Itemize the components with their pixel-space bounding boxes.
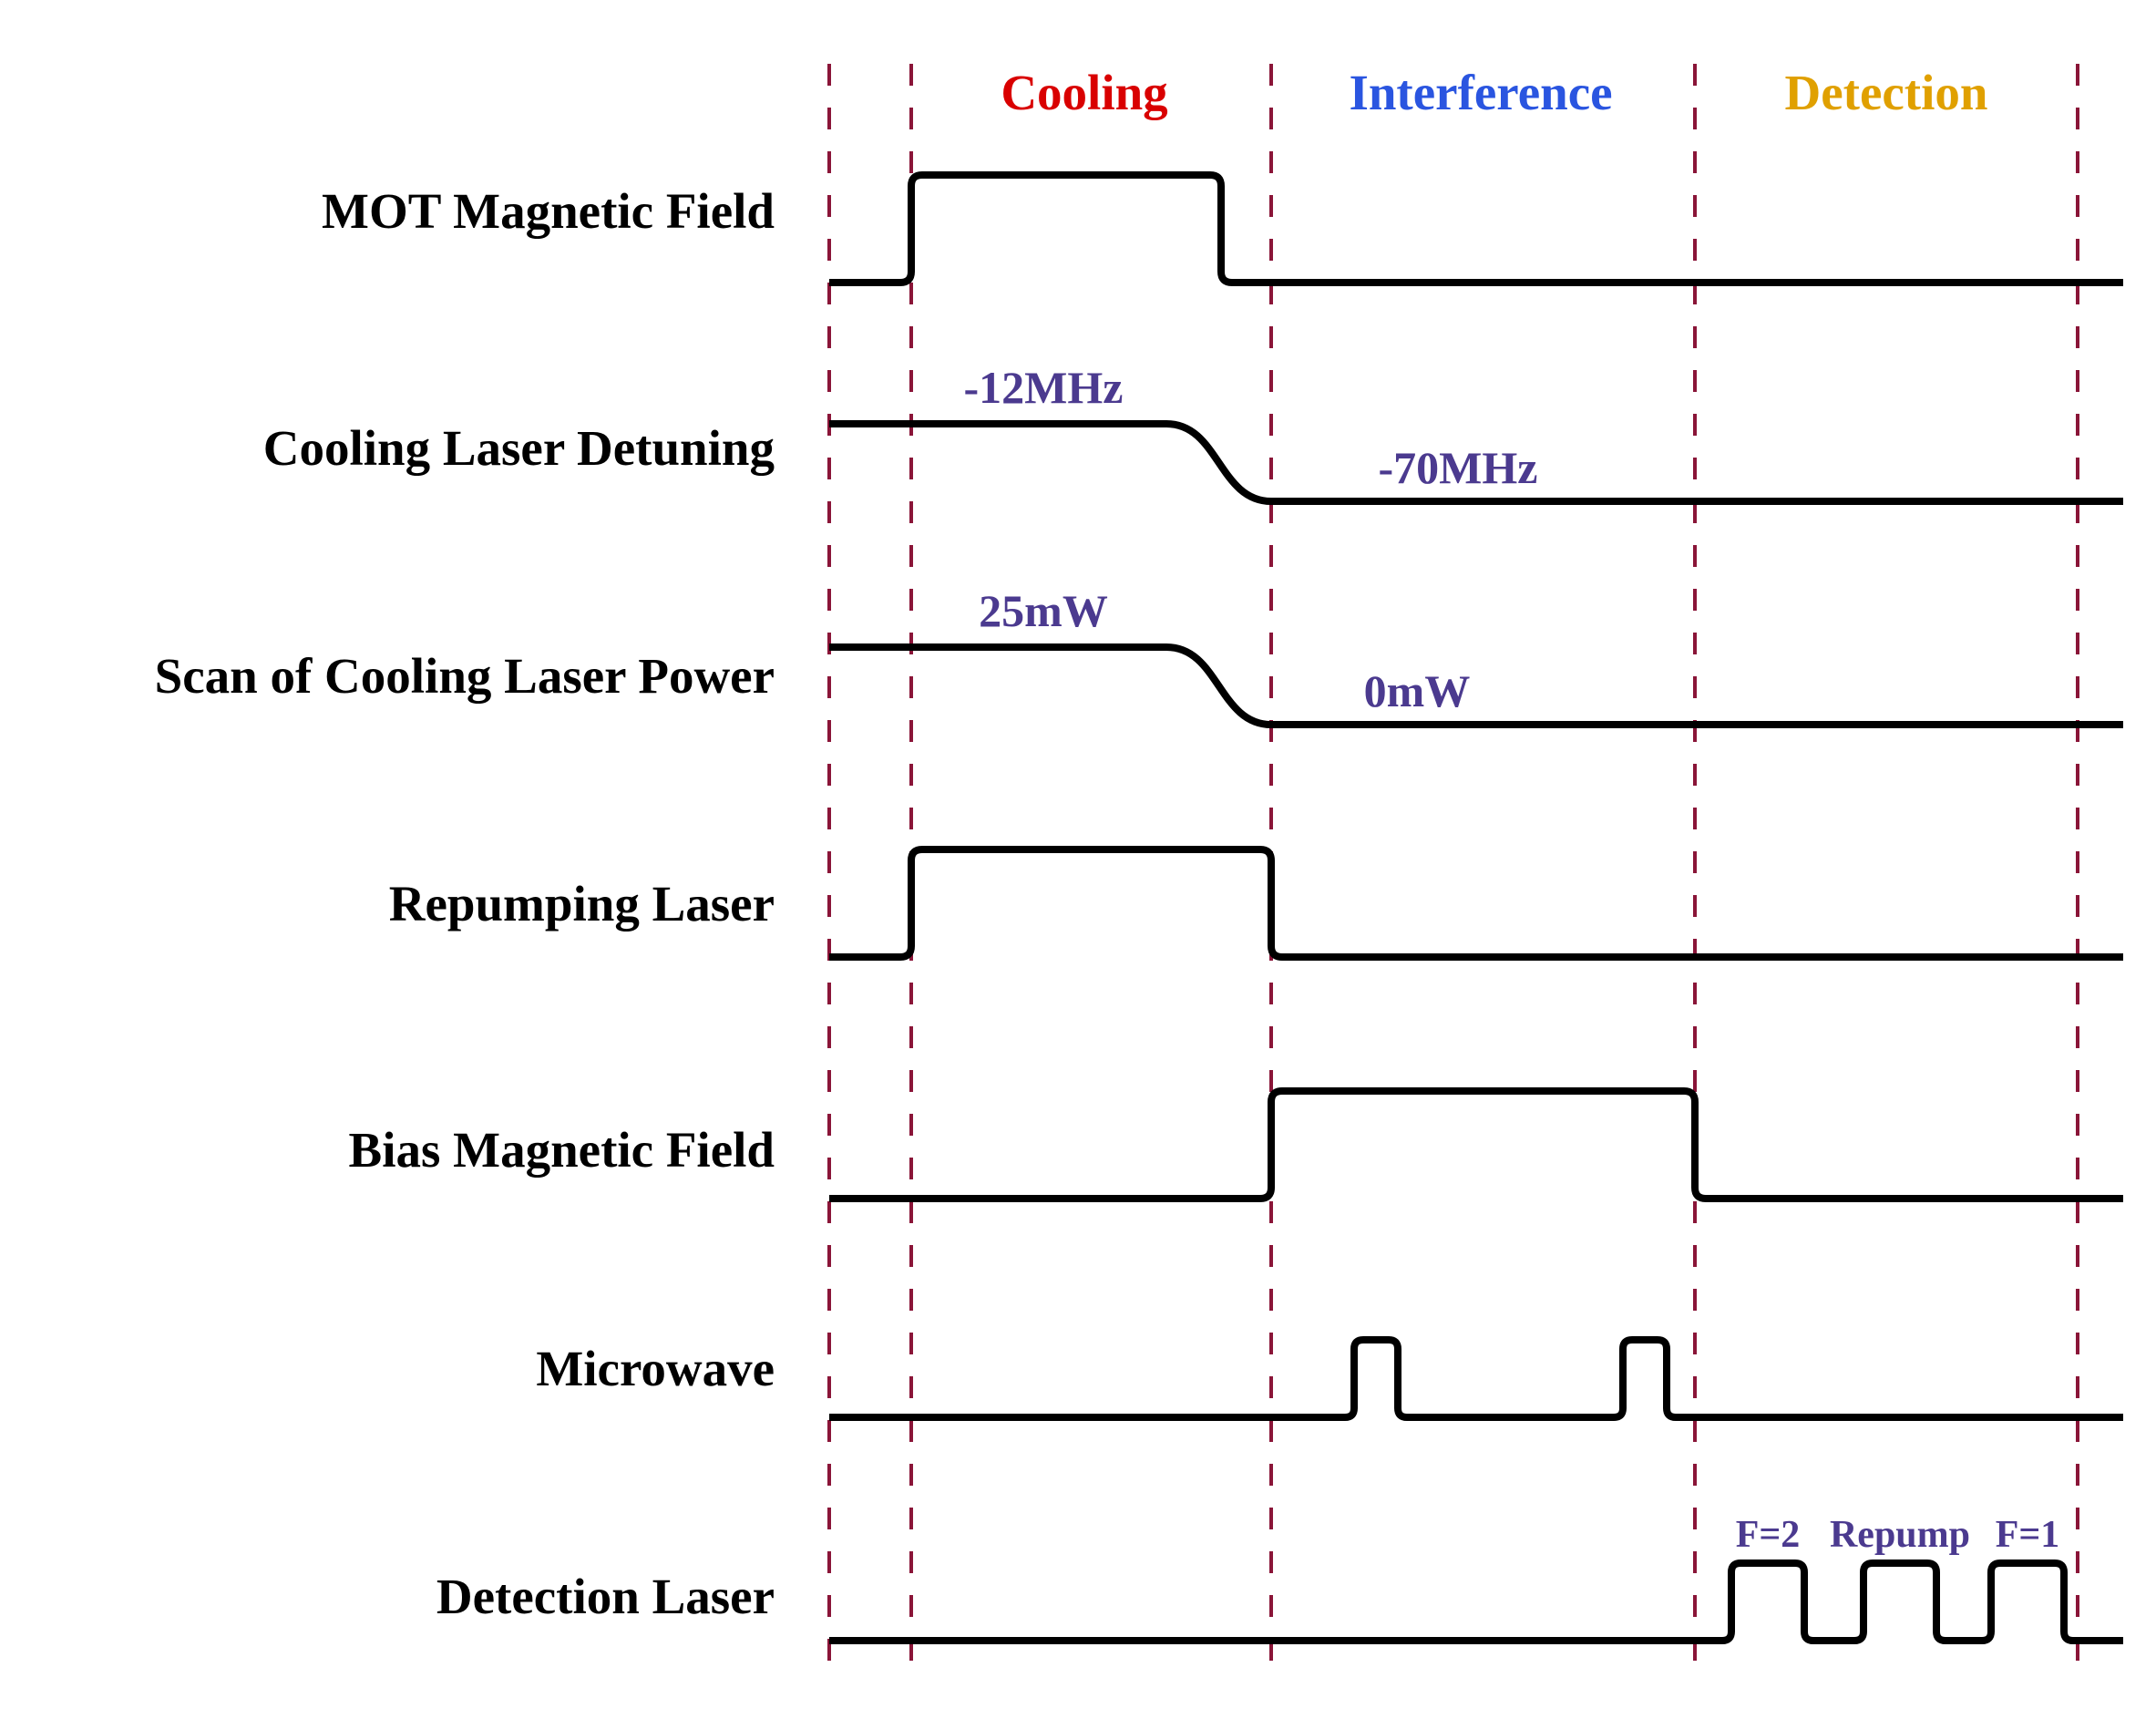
phase-label: Detection — [1785, 65, 1988, 120]
pulse-label: F=1 — [1996, 1514, 2060, 1556]
diagram-svg: Cooling Interference Detection MOT Magnetic… — [0, 0, 2156, 1719]
value-annotation: 25mW — [979, 585, 1108, 636]
pulse-label: F=2 — [1736, 1514, 1801, 1556]
value-annotation: -70MHz — [1379, 442, 1538, 493]
row-label: Scan of Cooling Laser Power — [155, 648, 775, 704]
value-annotation: -12MHz — [964, 362, 1124, 413]
row-label: Cooling Laser Detuning — [263, 420, 775, 476]
timing-diagram: Cooling Interference Detection MOT Magnetic… — [0, 0, 2156, 1719]
pulse-label: Repump — [1830, 1514, 1970, 1556]
phase-label: Cooling — [1001, 65, 1167, 120]
row-label: Repumping Laser — [389, 876, 775, 932]
row-label: Microwave — [536, 1341, 775, 1396]
phase-label: Interference — [1349, 65, 1612, 120]
row-label: MOT Magnetic Field — [322, 183, 775, 239]
row-label: Detection Laser — [436, 1569, 775, 1624]
value-annotation: 0mW — [1364, 665, 1471, 716]
row-label: Bias Magnetic Field — [349, 1122, 775, 1178]
